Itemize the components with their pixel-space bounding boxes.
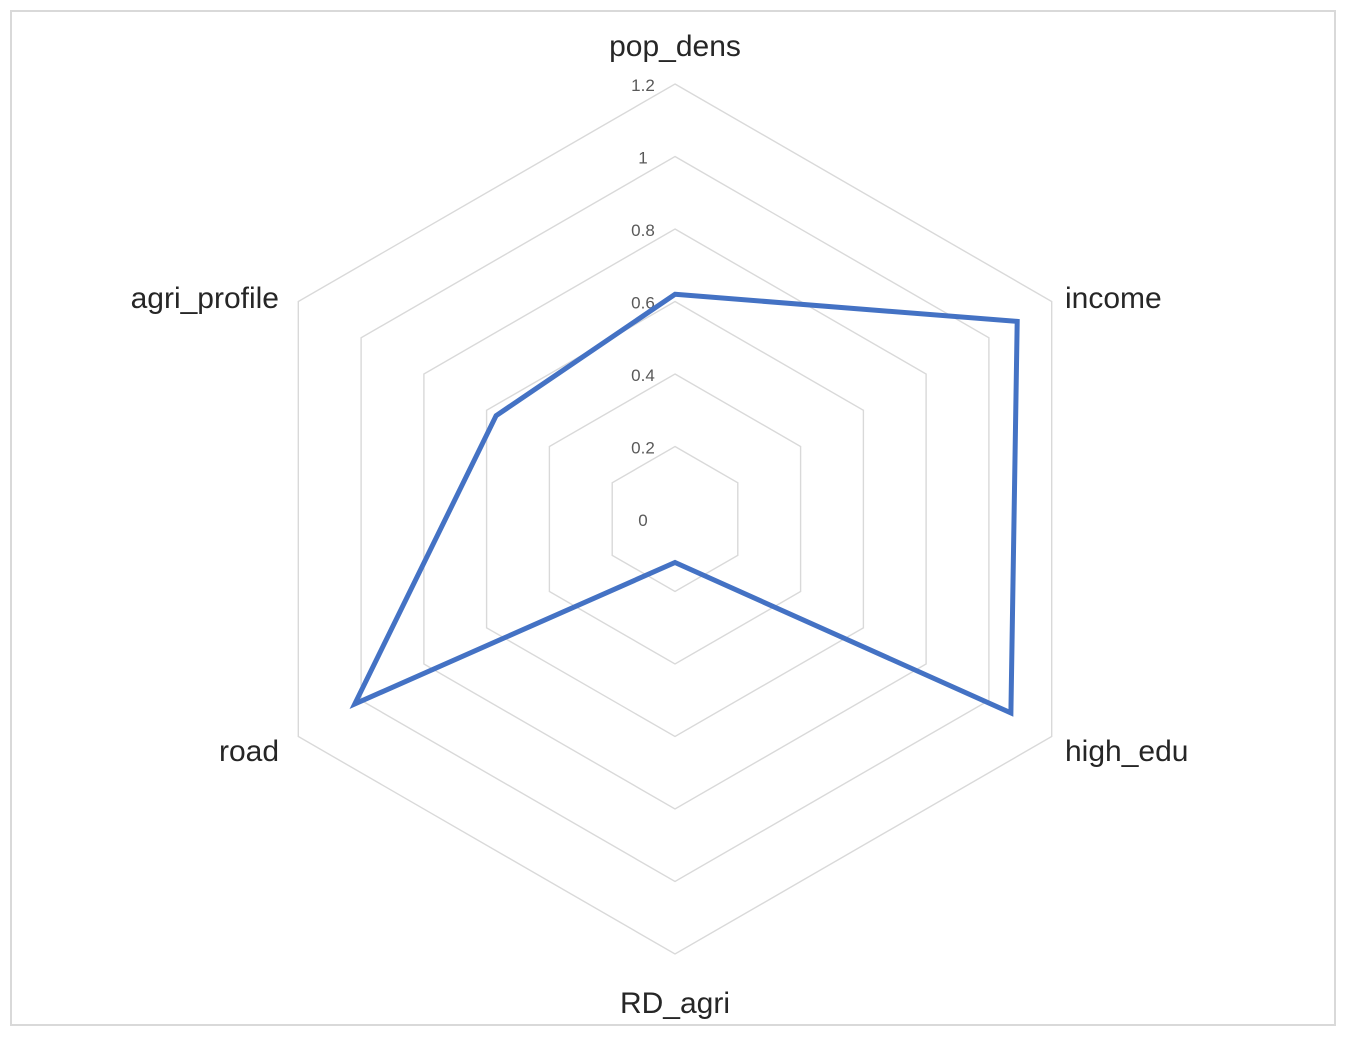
axis-label-high-edu: high_edu (1065, 735, 1188, 768)
series-layer (349, 291, 1020, 717)
tick-label: 1.2 (631, 76, 655, 95)
tick-label: 0 (638, 511, 647, 530)
tick-label: 0.4 (631, 366, 655, 385)
series-line-0 (349, 291, 1020, 717)
tick-label: 0.8 (631, 221, 655, 240)
grid-ring-2 (548, 373, 802, 665)
grid-layer (297, 83, 1053, 955)
axis-label-income: income (1065, 282, 1162, 315)
grid-ring-1 (611, 445, 739, 593)
grid-ring-3 (485, 300, 865, 738)
axis-label-road: road (219, 735, 279, 768)
grid-ring-4 (423, 228, 927, 810)
tick-label: 0.2 (631, 439, 655, 458)
tick-label: 0.6 (631, 294, 655, 313)
grid-ring-6 (297, 83, 1053, 955)
tick-label: 1 (638, 149, 647, 168)
axis-label-rd-agri: RD_agri (620, 987, 730, 1020)
tick-labels: 0 0.2 0.4 0.6 0.8 1 1.2 (631, 76, 655, 530)
grid-ring-5 (360, 155, 990, 883)
axis-label-pop-dens: pop_dens (609, 30, 741, 63)
chart-frame (10, 10, 1336, 1026)
axis-label-agri-profile: agri_profile (131, 282, 279, 315)
